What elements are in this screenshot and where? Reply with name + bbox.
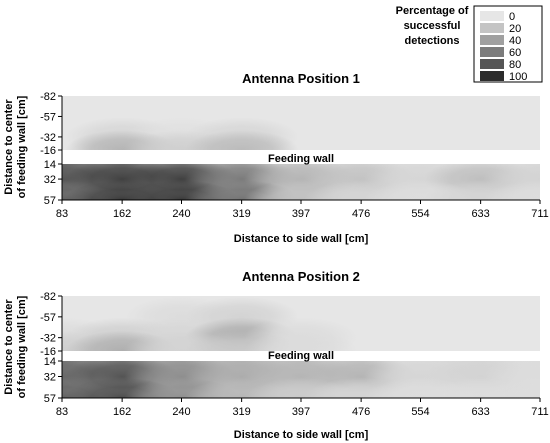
legend-label: 100: [509, 71, 527, 83]
y-tick-label: -82: [40, 291, 56, 303]
lower-cell: [483, 377, 540, 398]
feeding-wall-label: Feeding wall: [268, 153, 334, 165]
lower-band: [62, 361, 540, 398]
upper-band: [62, 96, 540, 150]
heatmap-area: [62, 96, 540, 200]
chart-title: Antenna Position 1: [242, 71, 360, 86]
legend-label: 20: [509, 23, 521, 35]
feeding-wall-label: Feeding wall: [268, 350, 334, 362]
y-axis-label-line-1: Distance to center: [3, 299, 15, 395]
y-tick-label: 57: [44, 195, 56, 207]
y-tick-label: -82: [40, 91, 56, 103]
feeding-wall-strip: [62, 150, 540, 164]
legend-swatch: [480, 23, 504, 33]
legend-title-line-3: detections: [404, 35, 459, 47]
y-tick-label: -16: [40, 346, 56, 358]
legend-swatch: [480, 35, 504, 45]
legend-swatch: [480, 11, 504, 21]
y-axis-label-line-1: Distance to center: [3, 99, 15, 195]
x-tick-label: 83: [56, 406, 68, 418]
x-tick-label: 633: [471, 406, 489, 418]
heatmap-area: [62, 296, 540, 398]
y-tick-label: 14: [44, 159, 56, 171]
feeding-wall-strip: [62, 351, 540, 361]
lower-band: [62, 164, 540, 200]
y-tick-label: 32: [44, 174, 56, 186]
legend-swatch: [480, 47, 504, 57]
x-axis-label: Distance to side wall [cm]: [234, 233, 369, 245]
y-tick-label: -32: [40, 333, 56, 345]
upper-cell: [244, 330, 358, 351]
panel-antenna-position-1: Antenna Position 1 Feeding wall -82 -57 -3…: [3, 71, 549, 245]
x-tick-label: 476: [352, 406, 370, 418]
legend-swatch: [480, 71, 504, 81]
legend-label: 80: [509, 59, 521, 71]
legend-label: 0: [509, 11, 515, 23]
upper-band: [62, 296, 540, 351]
legend-label: 40: [509, 35, 521, 47]
x-tick-label: 554: [411, 208, 429, 220]
x-tick-label: 397: [292, 406, 310, 418]
y-tick-label: -57: [40, 111, 56, 123]
x-tick-label: 240: [172, 208, 190, 220]
y-tick-label: -32: [40, 132, 56, 144]
y-axis-label-line-2: of feeding wall [cm]: [16, 295, 28, 398]
x-tick-label: 397: [292, 208, 310, 220]
lower-cell: [483, 180, 540, 200]
legend-label: 60: [509, 47, 521, 59]
upper-cell: [184, 130, 299, 150]
x-tick-label: 554: [411, 406, 429, 418]
y-tick-label: 14: [44, 356, 56, 368]
chart-title: Antenna Position 2: [242, 269, 360, 284]
x-tick-label: 711: [531, 406, 549, 418]
panel-antenna-position-2: Antenna Position 2 Feeding wall -82 -57 -3…: [3, 269, 549, 441]
x-tick-label: 162: [113, 208, 131, 220]
legend: Percentage of successful detections 0204…: [396, 5, 543, 83]
legend-title-line-1: Percentage of: [396, 5, 469, 17]
x-axis-label: Distance to side wall [cm]: [234, 429, 369, 441]
legend-title-line-2: successful: [404, 20, 461, 32]
y-tick-label: 32: [44, 371, 56, 383]
y-axis-label-line-2: of feeding wall [cm]: [16, 95, 28, 198]
legend-swatch: [480, 59, 504, 69]
x-tick-label: 240: [172, 406, 190, 418]
x-tick-label: 711: [531, 208, 549, 220]
x-tick-label: 319: [232, 208, 250, 220]
x-tick-label: 162: [113, 406, 131, 418]
x-tick-label: 83: [56, 208, 68, 220]
x-tick-label: 476: [352, 208, 370, 220]
y-tick-label: -16: [40, 145, 56, 157]
x-tick-label: 633: [471, 208, 489, 220]
x-tick-label: 319: [232, 406, 250, 418]
y-tick-label: -57: [40, 312, 56, 324]
y-tick-label: 57: [44, 393, 56, 405]
